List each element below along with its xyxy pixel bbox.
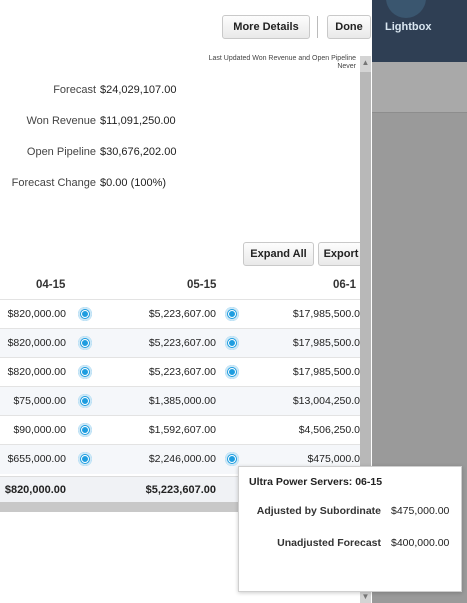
table-cell: $2,246,000.00 — [148, 453, 216, 465]
adjustment-indicator-icon[interactable] — [225, 336, 239, 350]
tooltip-value: $400,000.00 — [391, 537, 450, 549]
table-cell: $90,000.00 — [13, 424, 66, 436]
adjustment-indicator-icon[interactable] — [225, 452, 239, 466]
background-app-header: Lightbox — [372, 0, 467, 62]
summary-label: Forecast Change — [11, 177, 96, 189]
adjustment-indicator-icon[interactable] — [78, 452, 92, 466]
table-cell: $17,985,500.0 — [292, 308, 360, 320]
horizontal-scrollbar[interactable] — [0, 502, 360, 512]
table-row: $820,000.00 $5,223,607.00 $17,985,500.0 — [0, 299, 360, 329]
expand-all-button[interactable]: Expand All — [243, 242, 314, 266]
adjustment-indicator-icon[interactable] — [78, 336, 92, 350]
table-cell: $5,223,607.00 — [148, 337, 216, 349]
tooltip-label: Unadjusted Forecast — [277, 537, 381, 549]
background-app-subheader — [372, 62, 467, 113]
summary-label: Forecast — [53, 84, 96, 96]
table-cell: $5,223,607.00 — [148, 308, 216, 320]
summary-label: Won Revenue — [26, 115, 96, 127]
scroll-down-icon[interactable]: ▼ — [361, 592, 370, 601]
table-cell: $655,000.00 — [7, 453, 66, 465]
summary-label: Open Pipeline — [26, 146, 96, 158]
table-cell: $5,223,607.00 — [148, 366, 216, 378]
done-button[interactable]: Done — [327, 15, 371, 39]
table-cell: $820,000.00 — [7, 337, 66, 349]
toolbar-separator — [317, 16, 318, 38]
table-row: $820,000.00 $5,223,607.00 $17,985,500.0 — [0, 328, 360, 358]
table-cell: $75,000.00 — [13, 395, 66, 407]
summary-value: $0.00 (100%) — [100, 177, 167, 189]
table-row: $820,000.00 $5,223,607.00 $17,985,500.0 — [0, 357, 360, 387]
adjustment-indicator-icon[interactable] — [78, 365, 92, 379]
column-header-06-15[interactable]: 06-1 — [333, 279, 357, 291]
background-app-label: Lightbox — [385, 21, 432, 33]
summary-value: $11,091,250.00 — [100, 115, 176, 127]
table-cell: $1,592,607.00 — [148, 424, 216, 436]
last-updated-text: Last Updated Won Revenue and Open Pipeli… — [208, 55, 356, 62]
table-cell: $17,985,500.0 — [292, 337, 360, 349]
tooltip-value: $475,000.00 — [391, 505, 450, 517]
export-button[interactable]: Export — [318, 242, 364, 266]
more-details-button[interactable]: More Details — [222, 15, 310, 39]
table-cell: $820,000.00 — [7, 308, 66, 320]
adjustment-indicator-icon[interactable] — [225, 307, 239, 321]
last-updated-note: Last Updated Won Revenue and Open Pipeli… — [120, 55, 356, 71]
scroll-up-icon[interactable]: ▲ — [361, 58, 370, 67]
forecast-details-panel: More Details Done Last Updated Won Reven… — [0, 15, 371, 603]
adjustment-indicator-icon[interactable] — [78, 394, 92, 408]
adjustment-tooltip: Ultra Power Servers: 06-15 Adjusted by S… — [238, 466, 462, 592]
summary-value: $24,029,107.00 — [100, 84, 177, 96]
vertical-scrollbar[interactable]: ▲ ▼ — [360, 56, 371, 603]
adjustment-indicator-icon[interactable] — [78, 307, 92, 321]
tooltip-title: Ultra Power Servers: 06-15 — [249, 476, 383, 488]
scrollbar-thumb[interactable] — [360, 72, 371, 592]
last-updated-value: Never — [337, 63, 356, 70]
table-cell: $1,385,000.00 — [148, 395, 216, 407]
table-row: $90,000.00 $1,592,607.00 $4,506,250.0 — [0, 415, 360, 445]
total-cell: $820,000.00 — [4, 484, 66, 496]
table-cell: $820,000.00 — [7, 366, 66, 378]
table-row: $75,000.00 $1,385,000.00 $13,004,250.0 — [0, 386, 360, 416]
app-logo-icon — [386, 0, 426, 18]
column-header-04-15[interactable]: 04-15 — [36, 279, 66, 291]
table-cell: $475,000.0 — [307, 453, 360, 465]
summary-value: $30,676,202.00 — [100, 146, 177, 158]
table-cell: $17,985,500.0 — [292, 366, 360, 378]
table-cell: $13,004,250.0 — [292, 395, 360, 407]
adjustment-indicator-icon[interactable] — [78, 423, 92, 437]
table-cell: $4,506,250.0 — [298, 424, 360, 436]
column-header-05-15[interactable]: 05-15 — [187, 279, 217, 291]
tooltip-label: Adjusted by Subordinate — [256, 505, 381, 517]
adjustment-indicator-icon[interactable] — [225, 365, 239, 379]
total-cell: $5,223,607.00 — [145, 484, 216, 496]
